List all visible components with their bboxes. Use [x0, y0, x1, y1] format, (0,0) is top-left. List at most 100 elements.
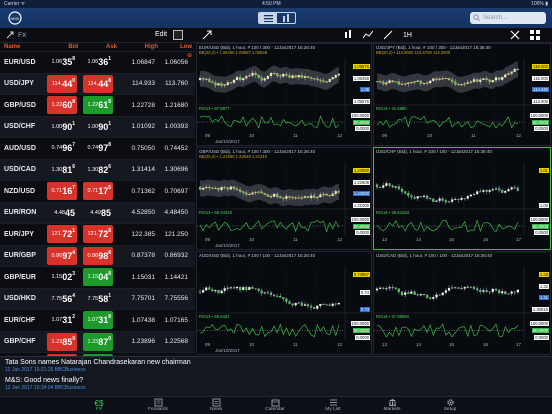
table-row[interactable]: EUR/RON 4.48 45 4.49 85 4.52850 4.48450: [0, 202, 195, 224]
ask-quote-button[interactable]: 1.06 36 1: [83, 53, 113, 71]
news-item[interactable]: M&S: Good news finally? 12 Jan 2017 16:3…: [5, 377, 85, 391]
tab-label: News: [210, 407, 222, 412]
bid-quote-button[interactable]: 0.71 16 7: [47, 182, 77, 201]
tab-bar: €$ FX Forwards News Calendar My List Mar…: [0, 396, 552, 414]
table-row[interactable]: NZD/USD 0.71 16 7 0.71 17 5 0.71362 0.70697: [0, 181, 195, 203]
ask-quote-button[interactable]: 0.71 17 5: [83, 182, 113, 201]
chart-panel-audusd[interactable]: AUD/USD (Bid), 1 hour, # 100 / 100 - 12J…: [196, 251, 372, 355]
chart-title: USD/CAD (Bid), 1 hour, # 100 / 100 - 12J…: [376, 253, 493, 258]
table-row[interactable]: GBP/EUR 1.15 02 3 1.15 04 8 1.15031 1.14421: [0, 267, 195, 289]
bid-quote-button[interactable]: 1.00 90 1: [47, 118, 77, 136]
table-row[interactable]: USD/CHF 1.00 90 1 1.00 90 1 1.01092 1.00393: [0, 116, 195, 138]
chart-view-button[interactable]: [277, 13, 295, 23]
col-low[interactable]: Low ⊖: [158, 43, 195, 59]
price-chart[interactable]: [374, 44, 550, 145]
x-tick-label: 09: [205, 133, 211, 138]
bid-fraction: 6: [72, 163, 75, 170]
symbol-label: USD/HKD: [4, 295, 36, 303]
bid-quote-button[interactable]: 1.22 60 8: [47, 96, 77, 115]
high-value: 7.75701: [131, 295, 156, 303]
rsi-label: RSI14 ▪ 66.5424: [199, 314, 230, 319]
layout-toggle-icon[interactable]: [173, 30, 183, 40]
view-toggle[interactable]: [258, 12, 296, 24]
list-view-button[interactable]: [259, 13, 277, 23]
bid-quote-button[interactable]: 1.23 85 9: [47, 332, 77, 351]
price-tag: 1.31: [538, 295, 549, 300]
bid-quote-button[interactable]: 7.75 56 4: [47, 290, 77, 308]
price-chart[interactable]: [197, 252, 371, 354]
col-bid[interactable]: Bid: [68, 44, 78, 50]
price-chart[interactable]: [197, 44, 371, 145]
price-chart[interactable]: [374, 148, 550, 249]
resize-icon[interactable]: [202, 30, 212, 40]
bid-quote-button[interactable]: 1.15 02 3: [47, 268, 77, 286]
ask-quote-button[interactable]: 1.00 90 1: [83, 118, 113, 136]
bid-pips: 31: [62, 315, 73, 326]
ask-quote-button[interactable]: 1.07 31 8: [83, 311, 113, 330]
table-row[interactable]: EUR/JPY 121. 72 1 121. 72 8 122.385 121.250: [0, 224, 195, 246]
col-name[interactable]: Name: [4, 44, 21, 50]
symbol-label: EUR/USD: [4, 58, 36, 66]
tab-fx[interactable]: €$ FX: [79, 398, 119, 412]
bid-quote-button[interactable]: 1.07 31 2: [47, 311, 77, 329]
tools-icon[interactable]: [510, 30, 520, 40]
bid-quote-button[interactable]: 0.86 97 4: [47, 246, 77, 265]
table-row[interactable]: USD/CAD 1.30 81 6 1.30 82 6 1.31414 1.30696: [0, 159, 195, 181]
chart-panel-usdcad[interactable]: USD/CAD (Bid), 1 hour, # 100 / 100 - 12J…: [373, 251, 551, 355]
ask-quote-button[interactable]: 114. 44 8: [83, 74, 113, 93]
search-input[interactable]: Search...: [470, 12, 546, 24]
bid-quote-button[interactable]: 0.74 96 7: [47, 139, 77, 157]
tab-forwards[interactable]: Forwards: [138, 398, 178, 412]
layout-grid-icon[interactable]: [530, 30, 540, 40]
ask-quote-button[interactable]: 4.49 85: [83, 204, 113, 222]
price-chart[interactable]: [374, 252, 550, 354]
price-tag: 115.000: [532, 76, 549, 81]
fx-selector[interactable]: FX: [6, 31, 26, 39]
bid-quote-button[interactable]: 114. 44 0: [47, 74, 77, 93]
news-icon: [212, 398, 220, 407]
bid-quote-button[interactable]: 1.30 81 6: [47, 161, 77, 179]
tab-setup[interactable]: Setup: [430, 398, 470, 412]
col-high[interactable]: High: [144, 44, 158, 50]
price-chart[interactable]: [197, 148, 371, 249]
chart-panel-gbpusd[interactable]: GBP/USD (Bid), 1 hour, # 100 / 300 - 12J…: [196, 147, 372, 250]
col-ask[interactable]: Ask: [105, 44, 117, 50]
table-row[interactable]: EUR/CHF 1.07 31 2 1.07 31 8 1.07438 1.07165: [0, 310, 195, 332]
bid-quote-button[interactable]: 1.06 35 8: [47, 53, 77, 71]
edit-button[interactable]: Edit: [155, 31, 168, 38]
chart-panel-usdchf[interactable]: USD/CHF (Bid), 1 hour, # 100 / 100 - 12J…: [373, 147, 551, 250]
table-row[interactable]: AUD/USD 0.74 96 7 0.74 97 8 0.75050 0.74452: [0, 138, 195, 160]
tab-my-list[interactable]: My List: [313, 398, 353, 412]
table-row[interactable]: USD/JPY 114. 44 0 114. 44 8 114.933 113.760: [0, 73, 195, 95]
chart-tools-left: [202, 30, 212, 40]
indicator-icon[interactable]: [363, 30, 373, 40]
ask-quote-button[interactable]: 0.74 97 8: [83, 139, 113, 157]
tab-markets[interactable]: Markets: [372, 398, 412, 412]
chart-panel-eurusd[interactable]: EUR/USD (Bid), 1 hour, # 100 / 300 - 12J…: [196, 43, 372, 146]
timeframe-button[interactable]: 1H: [403, 31, 412, 39]
table-row[interactable]: EUR/USD 1.06 35 8 1.06 36 1 1.06847 1.06056: [0, 52, 195, 74]
tab-calendar[interactable]: Calendar: [255, 398, 295, 412]
ask-quote-button[interactable]: 1.22 61 8: [83, 96, 113, 115]
ask-quote-button[interactable]: 1.23 87 0: [83, 332, 113, 351]
bid-quote-button[interactable]: 4.48 45: [47, 204, 77, 222]
bid-fraction: 7: [72, 142, 75, 149]
draw-tool-icon[interactable]: [383, 30, 393, 40]
table-row[interactable]: GBP/USD 1.22 60 8 1.22 61 8 1.22728 1.21680: [0, 95, 195, 117]
chart-panel-usdjpy[interactable]: USD/JPY (Bid), 1 hour, # 100 / 300 - 12J…: [373, 43, 551, 146]
bid-prefix: 0.86: [51, 252, 63, 259]
ask-quote-button[interactable]: 7.75 58 1: [83, 290, 113, 308]
bid-quote-button[interactable]: 121. 72 1: [47, 225, 77, 244]
ask-quote-button[interactable]: 0.86 98 8: [83, 246, 113, 265]
table-row[interactable]: EUR/GBP 0.86 97 4 0.86 98 8 0.87378 0.86932: [0, 245, 195, 267]
ask-quote-button[interactable]: 1.15 04 8: [83, 268, 113, 287]
candle-type-icon[interactable]: [343, 30, 353, 40]
news-item[interactable]: Tata Sons names Natarajan Chandrasekaran…: [5, 359, 191, 373]
x-tick-label: 09: [205, 342, 211, 347]
table-row[interactable]: GBP/CHF 1.23 85 9 1.23 87 0 1.23896 1.22568: [0, 331, 195, 353]
ask-quote-button[interactable]: 121. 72 8: [83, 225, 113, 244]
ask-pips: 17: [98, 186, 109, 197]
tab-news[interactable]: News: [196, 398, 236, 412]
ask-quote-button[interactable]: 1.30 82 6: [83, 161, 113, 179]
table-row[interactable]: USD/HKD 7.75 56 4 7.75 58 1 7.75701 7.75556: [0, 288, 195, 310]
